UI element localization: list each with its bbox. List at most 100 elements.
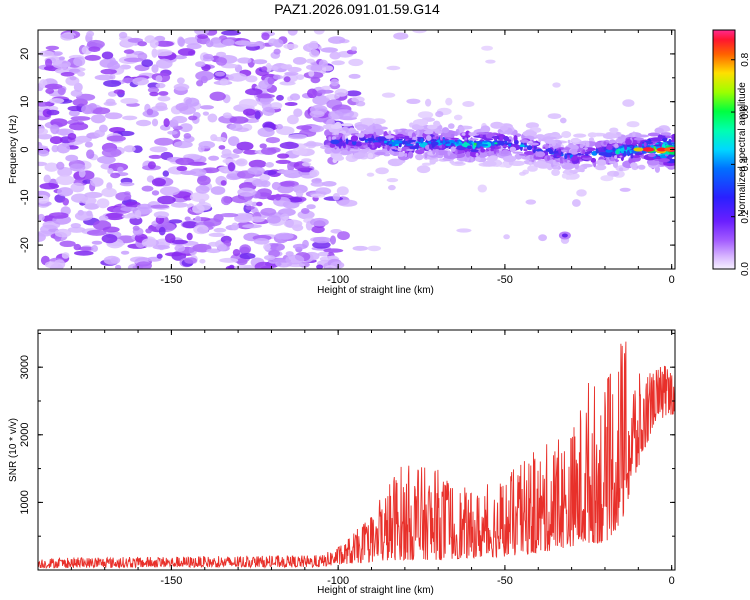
noise-blob (318, 59, 328, 68)
heatmap-blobs (38, 30, 675, 269)
noise-blob (88, 103, 97, 110)
noise-blob (141, 185, 154, 192)
noise-blob (261, 147, 277, 155)
signal-blob (580, 163, 593, 168)
signal-blob (552, 157, 556, 160)
noise-blob (189, 168, 207, 177)
noise-blob (104, 212, 125, 221)
noise-blob (45, 58, 53, 68)
signal-blob (439, 134, 443, 141)
signal-blob (617, 136, 623, 140)
signal-blob (632, 131, 636, 138)
signal-blob (402, 140, 406, 145)
noise-blob (337, 231, 350, 241)
noise-blob (254, 110, 261, 120)
noise-blob (206, 248, 221, 254)
noise-blob (292, 184, 308, 194)
noise-blob (141, 238, 157, 248)
noise-blob (259, 96, 272, 105)
noise-blob (56, 161, 65, 170)
signal-blob (421, 162, 432, 166)
noise-blob (125, 201, 141, 208)
signal-blob (328, 136, 332, 141)
signal-blob (585, 140, 590, 148)
signal-blob (651, 137, 662, 140)
noise-blob (145, 228, 153, 234)
signal-blob (470, 155, 474, 163)
signal-blob (353, 152, 366, 159)
noise-blob (55, 175, 75, 186)
noise-blob (202, 111, 209, 116)
noise-blob (60, 72, 75, 77)
heatmap-x-tick-label: -100 (327, 274, 349, 286)
noise-blob (301, 162, 312, 167)
noise-blob (245, 88, 263, 96)
noise-blob (308, 70, 315, 77)
signal-blob (428, 140, 432, 144)
colorbar (712, 29, 736, 270)
signal-blob (665, 154, 669, 157)
signal-blob (329, 143, 336, 148)
colorbar-tick-label: 0.6 (740, 105, 750, 119)
noise-blob (86, 30, 95, 37)
signal-peak (656, 147, 667, 152)
noise-blob (273, 48, 281, 55)
signal-blob (482, 140, 488, 143)
snr-x-tick-label: -100 (327, 575, 349, 587)
signal-blob (404, 153, 408, 158)
noise-blob (386, 178, 399, 183)
noise-blob (167, 130, 178, 135)
noise-blob (113, 89, 125, 94)
noise-blob (412, 30, 427, 34)
noise-blob (279, 141, 299, 150)
signal-blob (624, 144, 628, 151)
signal-blob (543, 136, 557, 140)
signal-blob (493, 137, 497, 141)
signal-blob (670, 133, 675, 141)
colorbar-tick-label: 0.2 (740, 209, 750, 223)
signal-blob (405, 143, 415, 146)
signal-blob (561, 173, 568, 179)
noise-blob (147, 87, 160, 93)
noise-blob (619, 187, 631, 192)
signal-blob (509, 146, 517, 152)
noise-blob (94, 74, 114, 81)
signal-blob (458, 126, 465, 133)
noise-blob (229, 116, 249, 124)
noise-blob (425, 98, 432, 107)
noise-blob (150, 204, 170, 209)
noise-blob (322, 181, 337, 187)
noise-blob (242, 224, 262, 229)
noise-blob (274, 232, 294, 240)
noise-blob (179, 123, 193, 133)
noise-blob (46, 109, 60, 116)
heatmap-y-label: Frequency (Hz) (8, 115, 19, 184)
noise-blob (213, 227, 227, 233)
noise-blob (195, 70, 215, 81)
signal-blob (347, 144, 351, 152)
noise-blob (123, 145, 136, 153)
noise-blob (269, 243, 285, 252)
noise-blob (622, 99, 635, 107)
signal-blob (454, 139, 458, 142)
noise-blob (256, 93, 275, 99)
noise-blob (503, 234, 510, 240)
noise-blob (310, 64, 323, 72)
heatmap-x-tick-label: -50 (497, 274, 513, 286)
signal-blob (340, 123, 354, 127)
noise-blob (243, 149, 259, 155)
signal-blob (514, 141, 519, 144)
noise-blob (115, 192, 132, 201)
signal-blob (420, 138, 424, 144)
noise-blob (94, 129, 105, 138)
noise-blob (96, 198, 110, 209)
noise-blob (257, 188, 272, 197)
noise-blob (188, 115, 198, 121)
snr-y-tick-label: 2000 (19, 423, 31, 447)
noise-blob (317, 89, 334, 94)
noise-blob (52, 51, 63, 56)
noise-blob (199, 259, 206, 264)
noise-blob (151, 177, 166, 187)
noise-blob (175, 103, 189, 111)
